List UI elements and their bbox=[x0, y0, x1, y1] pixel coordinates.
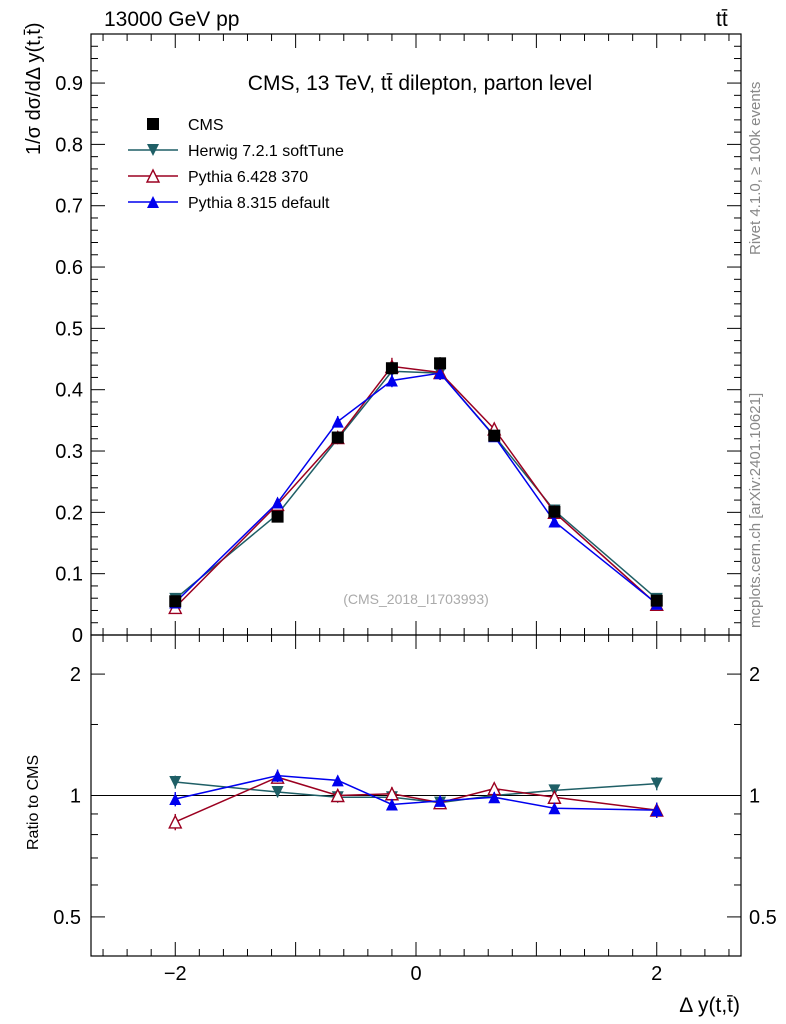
legend-entry: Pythia 8.315 default bbox=[128, 195, 330, 212]
data-point bbox=[331, 431, 344, 444]
y-tick-label: 0.9 bbox=[55, 73, 83, 95]
legend-marker bbox=[145, 168, 161, 183]
legend-marker bbox=[147, 196, 159, 208]
ratio-point bbox=[169, 776, 182, 789]
ratio-y-tick-label: 1 bbox=[70, 786, 81, 808]
svg-text:mcplots.cern.ch [arXiv:2401.10: mcplots.cern.ch [arXiv:2401.10621] bbox=[747, 393, 764, 628]
plot-title: CMS, 13 TeV, tt̄ dilepton, parton level bbox=[248, 72, 592, 95]
y-tick-label: 0.4 bbox=[55, 380, 83, 402]
data-point bbox=[169, 595, 182, 608]
ratio-series-pythia-8-315-default bbox=[169, 769, 663, 818]
data-point bbox=[331, 415, 344, 428]
legend-label: Herwig 7.2.1 softTune bbox=[188, 143, 344, 160]
legend-label: Pythia 6.428 370 bbox=[188, 169, 308, 186]
legend-marker bbox=[147, 144, 159, 156]
series-line-pythia-8-315-default bbox=[174, 372, 658, 605]
x-axis-label: Δ y(t,t̄) bbox=[679, 994, 740, 1017]
legend-entry: Pythia 6.428 370 bbox=[128, 168, 308, 186]
process-label: tt̄ bbox=[716, 8, 728, 31]
ratio-point bbox=[650, 777, 663, 790]
ratio-line-herwig-7-2-1-softtune bbox=[175, 781, 657, 804]
data-point bbox=[488, 429, 501, 442]
y-tick-label: 0.8 bbox=[55, 134, 83, 156]
ratio-point bbox=[271, 786, 284, 799]
ratio-point bbox=[548, 802, 561, 815]
data-point bbox=[385, 374, 398, 387]
y-axis-label: 1/σ dσ/dΔ y(t,t̄) bbox=[23, 22, 45, 155]
main-series-group bbox=[168, 357, 664, 615]
main-axis-ticks: 0 0.1 0.2 0.3 0.4 0.5 0.6 0.7 0.8 0.9 bbox=[55, 34, 741, 647]
data-point bbox=[271, 496, 284, 509]
mcplots-label: mcplots.cern.ch [arXiv:2401.10621] bbox=[747, 393, 764, 628]
rivet-label: Rivet 4.1.0, ≥ 100k events bbox=[747, 82, 764, 255]
ratio-series-group bbox=[168, 769, 664, 831]
data-point bbox=[271, 510, 284, 523]
ratio-line-pythia-6-428-370 bbox=[174, 776, 657, 823]
ratio-point bbox=[650, 804, 663, 817]
ratio-point bbox=[271, 769, 284, 782]
ratio-y-tick-label-right: 2 bbox=[749, 664, 760, 686]
legend: CMS Herwig 7.2.1 softTune Pythia 6.428 370… bbox=[128, 117, 344, 212]
series-line-herwig-7-2-1-softtune bbox=[174, 370, 658, 600]
energy-label: 13000 GeV pp bbox=[104, 8, 239, 31]
ratio-point bbox=[488, 791, 501, 804]
ratio-axis-ticks: 0.5 0.5 1 1 2 2 −2 0 2 bbox=[53, 634, 777, 985]
data-point bbox=[434, 367, 447, 380]
data-point bbox=[650, 594, 663, 607]
svg-text:1/σ dσ/dΔ y(t,t̄): 1/σ dσ/dΔ y(t,t̄) bbox=[23, 22, 45, 155]
legend-label: Pythia 8.315 default bbox=[188, 195, 330, 212]
ratio-y-tick-label: 2 bbox=[70, 664, 81, 686]
legend-marker bbox=[147, 118, 159, 130]
x-tick-label: −2 bbox=[164, 963, 187, 985]
analysis-id: (CMS_2018_I1703993) bbox=[343, 591, 489, 607]
y-tick-label: 0.5 bbox=[55, 318, 83, 340]
ratio-point bbox=[385, 798, 398, 811]
ratio-y-tick-label: 0.5 bbox=[53, 907, 81, 929]
ratio-y-tick-label-right: 0.5 bbox=[749, 907, 777, 929]
legend-entry: CMS bbox=[147, 117, 224, 134]
data-point bbox=[548, 505, 561, 518]
series-pythia-8-315-default bbox=[169, 366, 663, 610]
data-point bbox=[385, 362, 398, 375]
y-tick-label: 0 bbox=[72, 625, 83, 647]
ratio-point bbox=[168, 814, 183, 829]
ratio-point bbox=[169, 793, 182, 806]
ratio-line-pythia-8-315-default bbox=[175, 774, 657, 811]
svg-text:Rivet 4.1.0, ≥ 100k events: Rivet 4.1.0, ≥ 100k events bbox=[747, 82, 764, 255]
series-line-pythia-6-428-370 bbox=[174, 365, 658, 608]
y-tick-label: 0.2 bbox=[55, 502, 83, 524]
ratio-point bbox=[434, 794, 447, 807]
y-tick-label: 0.7 bbox=[55, 196, 83, 218]
data-point bbox=[434, 357, 447, 370]
ratio-y-axis-label: Ratio to CMS bbox=[25, 755, 42, 850]
series-cms bbox=[169, 357, 663, 608]
ratio-point bbox=[331, 774, 344, 787]
legend-entry: Herwig 7.2.1 softTune bbox=[128, 143, 344, 160]
y-tick-label: 0.3 bbox=[55, 441, 83, 463]
data-point bbox=[548, 515, 561, 528]
x-tick-label: 2 bbox=[651, 963, 662, 985]
y-tick-label: 0.1 bbox=[55, 564, 83, 586]
series-pythia-6-428-370 bbox=[168, 357, 664, 615]
ratio-point bbox=[330, 787, 345, 803]
svg-text:Ratio to CMS: Ratio to CMS bbox=[25, 755, 42, 850]
series-herwig-7-2-1-softtune bbox=[169, 365, 663, 605]
y-tick-label: 0.6 bbox=[55, 257, 83, 279]
ratio-y-tick-label-right: 1 bbox=[749, 786, 760, 808]
legend-label: CMS bbox=[188, 117, 224, 134]
x-tick-label: 0 bbox=[410, 963, 421, 985]
